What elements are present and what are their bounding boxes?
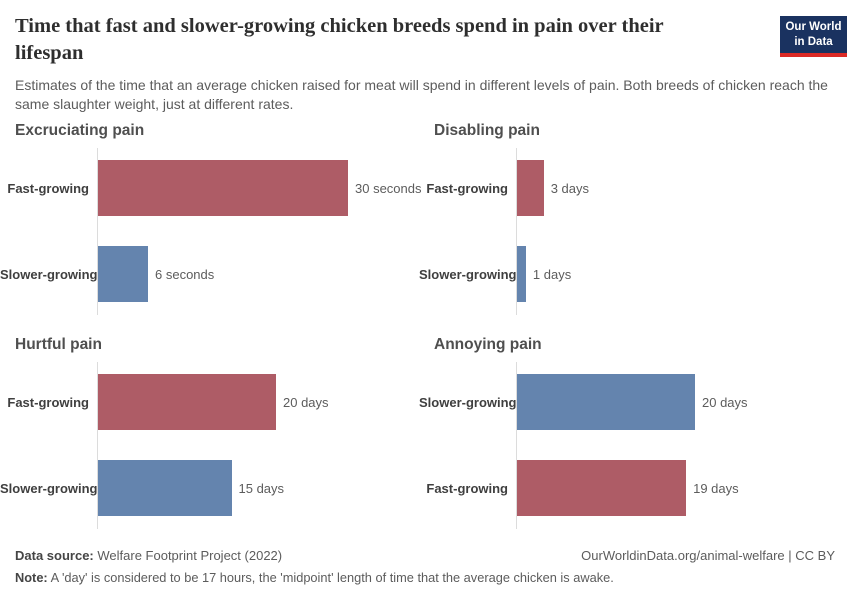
bar-row: Fast-growing 19 days [419,460,838,516]
data-source-value: Welfare Footprint Project (2022) [97,548,283,563]
entity-label: Fast-growing [7,180,89,196]
y-axis-line [516,148,517,315]
panel-plot: Fast-growing 30 seconds Slower-growing 6… [0,148,422,315]
value-label: 15 days [238,480,285,496]
panel-title: Disabling pain [434,122,540,139]
data-source-label: Data source: [15,548,94,563]
bar-fast-growing[interactable] [517,460,687,516]
value-label: 19 days [693,480,739,496]
y-axis-line [516,362,517,529]
panel-title: Hurtful pain [15,336,102,353]
chart-subtitle: Estimates of the time that an average ch… [15,77,828,112]
panel-disabling-pain: Disabling pain Fast-growing 3 days Slowe… [419,122,838,315]
entity-label: Fast-growing [426,180,508,196]
value-label: 3 days [550,180,589,196]
bar-slower-growing[interactable] [98,246,148,302]
bar-fast-growing[interactable] [98,160,348,216]
owid-logo-line2: in Data [794,35,833,48]
owid-logo-box: Our World in Data [780,16,847,53]
bar-fast-growing[interactable] [98,374,276,430]
chart-header: Time that fast and slower-growing chicke… [15,13,835,114]
entity-label: Slower-growing [419,394,517,410]
value-label: 6 seconds [155,266,215,282]
panel-plot: Slower-growing 20 days Fast-growing 19 d… [419,362,838,529]
note-label: Note: [15,570,48,585]
entity-label: Fast-growing [426,480,508,496]
footer-data-source: Data source: Welfare Footprint Project (… [15,548,282,563]
footer-attribution-link[interactable]: OurWorldinData.org/animal-welfare | CC B… [581,548,835,563]
bar-fast-growing[interactable] [517,160,544,216]
bar-row: Slower-growing 15 days [0,460,419,516]
owid-logo-red-strip [780,52,847,57]
footer-note: Note: A 'day' is considered to be 17 hou… [15,570,614,585]
value-label: 20 days [702,394,748,410]
y-axis-line [97,362,98,529]
value-label: 30 seconds [355,180,422,196]
bar-row: Fast-growing 30 seconds [0,160,422,216]
bar-row: Slower-growing 20 days [419,374,838,430]
panel-hurtful-pain: Hurtful pain Fast-growing 20 days Slower… [0,336,419,529]
entity-label: Fast-growing [7,394,89,410]
bar-slower-growing[interactable] [517,374,695,430]
chart-title: Time that fast and slower-growing chicke… [15,15,664,64]
note-value: A 'day' is considered to be 17 hours, th… [50,570,614,585]
y-axis-line [97,148,98,315]
panel-annoying-pain: Annoying pain Slower-growing 20 days Fas… [419,336,838,529]
owid-logo[interactable]: Our World in Data [780,16,847,57]
bar-slower-growing[interactable] [98,460,232,516]
panel-plot: Fast-growing 20 days Slower-growing 15 d… [0,362,419,529]
entity-label: Slower-growing [0,480,98,496]
bar-row: Slower-growing 1 days [419,246,838,302]
bar-row: Fast-growing 20 days [0,374,419,430]
panel-title: Excruciating pain [15,122,145,139]
value-label: 1 days [532,266,572,282]
panel-title: Annoying pain [434,336,542,353]
bar-slower-growing[interactable] [517,246,526,302]
entity-label: Slower-growing [0,266,98,282]
panel-plot: Fast-growing 3 days Slower-growing 1 day… [419,148,838,315]
panel-excruciating-pain: Excruciating pain Fast-growing 30 second… [0,122,422,315]
owid-logo-line1: Our World [785,21,842,33]
bar-row: Slower-growing 6 seconds [0,246,419,302]
entity-label: Slower-growing [419,266,517,282]
bar-row: Fast-growing 3 days [419,160,838,216]
value-label: 20 days [283,394,329,410]
